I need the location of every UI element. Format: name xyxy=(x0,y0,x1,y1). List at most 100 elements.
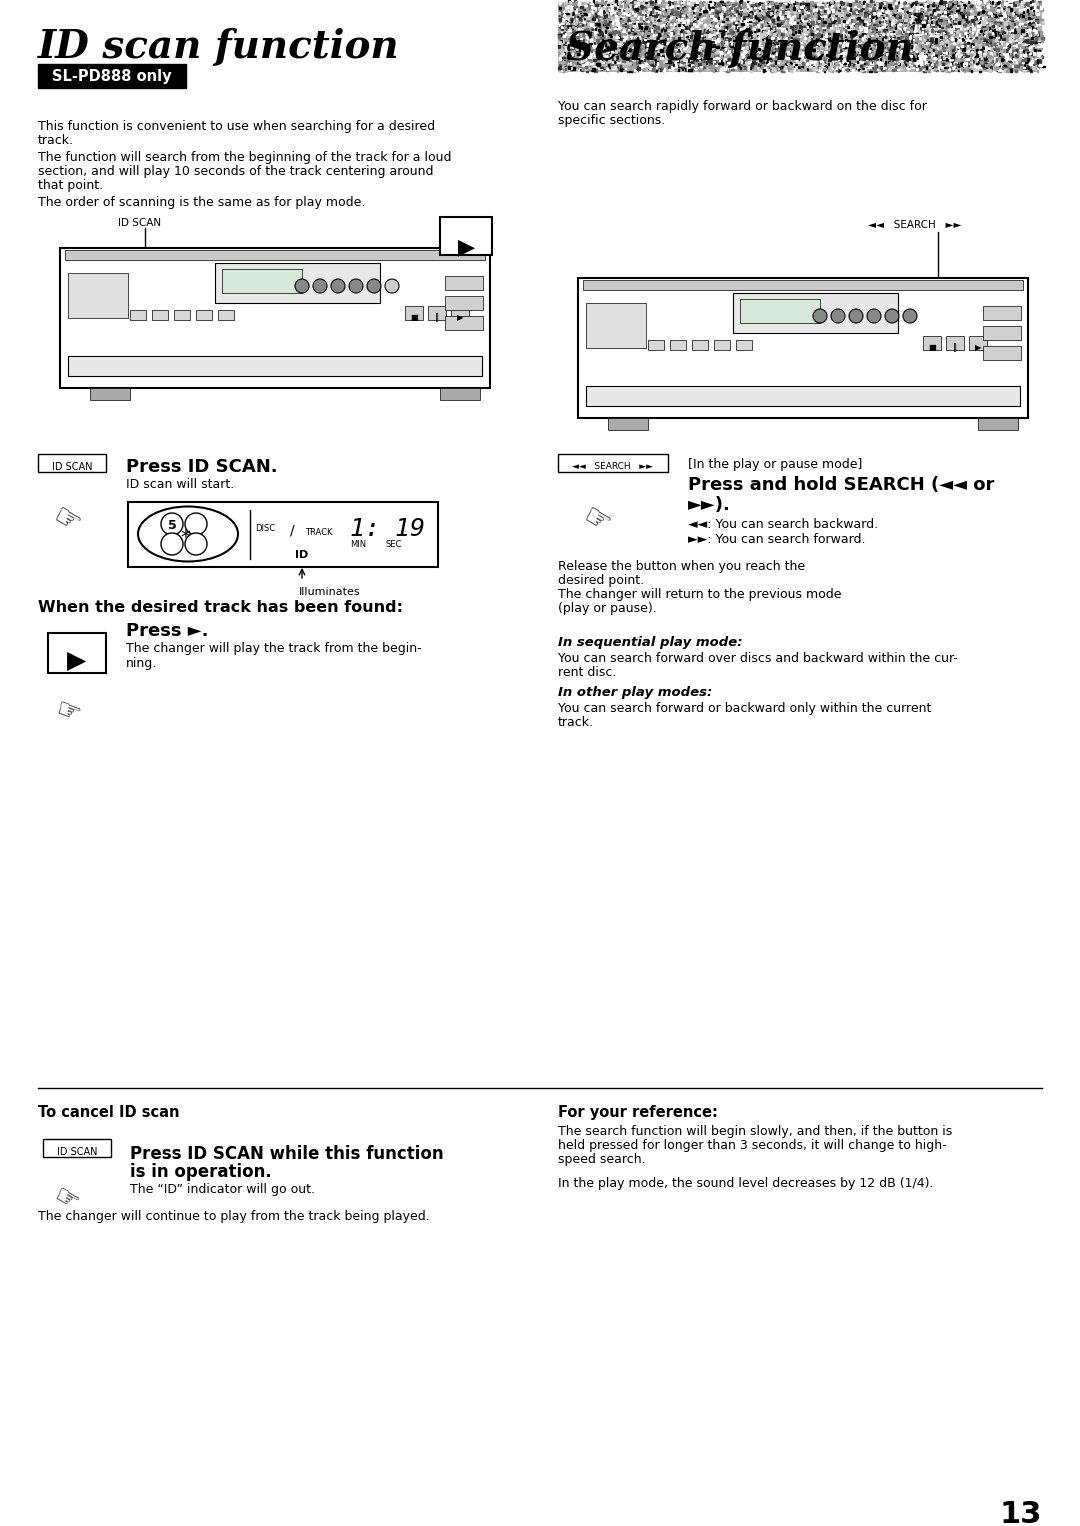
Bar xyxy=(656,9,658,11)
Bar xyxy=(694,40,697,41)
Bar xyxy=(1042,37,1044,40)
Bar xyxy=(725,41,727,44)
Bar xyxy=(887,32,889,34)
Bar xyxy=(980,58,982,61)
Bar xyxy=(590,38,592,40)
Bar xyxy=(600,69,602,70)
Bar xyxy=(576,55,578,58)
Bar xyxy=(954,23,955,26)
Bar xyxy=(1016,34,1018,37)
Bar xyxy=(765,2,767,5)
Bar xyxy=(780,43,781,44)
Bar xyxy=(777,52,780,53)
Bar xyxy=(787,37,789,38)
Bar xyxy=(978,50,980,53)
Bar xyxy=(599,64,600,66)
Bar xyxy=(571,2,572,5)
Bar xyxy=(594,69,596,72)
Circle shape xyxy=(867,308,881,324)
Bar xyxy=(770,2,771,3)
Bar xyxy=(897,38,900,40)
Bar xyxy=(986,21,988,23)
Bar xyxy=(991,63,994,64)
Bar xyxy=(710,2,713,5)
Bar xyxy=(1025,61,1027,63)
Bar xyxy=(753,61,755,64)
Bar xyxy=(867,24,869,27)
Bar xyxy=(771,27,773,31)
Bar xyxy=(712,2,715,5)
Bar xyxy=(772,26,774,27)
Bar xyxy=(964,43,967,46)
Circle shape xyxy=(313,279,327,293)
Bar xyxy=(988,64,991,67)
Bar xyxy=(558,35,561,38)
Bar xyxy=(725,47,727,50)
Bar xyxy=(632,11,634,14)
Bar xyxy=(915,17,918,20)
Bar xyxy=(672,44,673,46)
Bar xyxy=(580,34,582,35)
Bar xyxy=(819,37,820,38)
Bar xyxy=(923,55,924,56)
Bar xyxy=(897,12,900,15)
Bar xyxy=(976,32,977,35)
Bar xyxy=(700,15,702,17)
Bar xyxy=(917,38,919,40)
Bar xyxy=(702,53,704,55)
Bar xyxy=(809,14,811,15)
Bar xyxy=(996,27,999,31)
Bar xyxy=(778,40,779,41)
Bar xyxy=(701,12,703,14)
Bar xyxy=(943,63,944,66)
Bar xyxy=(1036,61,1038,64)
Bar xyxy=(837,17,839,20)
Bar xyxy=(906,32,908,35)
Bar xyxy=(1007,64,1010,66)
Bar xyxy=(730,29,731,32)
Bar xyxy=(724,63,726,64)
Bar xyxy=(598,32,600,35)
Bar xyxy=(846,69,848,70)
Bar xyxy=(805,58,807,60)
Bar xyxy=(918,11,919,12)
Bar xyxy=(564,8,566,11)
Bar xyxy=(1030,69,1032,72)
Bar xyxy=(647,43,650,46)
Bar xyxy=(1026,41,1029,44)
Bar xyxy=(881,63,883,66)
Bar xyxy=(1035,40,1037,41)
Bar xyxy=(735,12,739,15)
Bar xyxy=(877,37,880,38)
Bar xyxy=(973,37,974,40)
Bar xyxy=(804,46,805,47)
Bar xyxy=(728,11,730,14)
Bar xyxy=(976,63,978,64)
Bar xyxy=(1002,31,1003,34)
Bar xyxy=(697,11,699,12)
Text: SL-PD888 only: SL-PD888 only xyxy=(52,69,172,84)
Bar xyxy=(929,69,931,72)
Bar xyxy=(897,31,901,32)
Bar xyxy=(875,66,876,67)
Bar xyxy=(880,58,881,60)
Bar xyxy=(988,55,990,58)
Bar xyxy=(887,15,888,18)
Bar xyxy=(711,47,713,50)
Bar xyxy=(930,31,932,32)
Bar xyxy=(770,14,771,15)
Bar xyxy=(854,8,858,11)
Text: ☞: ☞ xyxy=(46,502,85,540)
Bar xyxy=(581,50,582,53)
Bar xyxy=(891,23,893,26)
Bar xyxy=(1037,12,1039,15)
Bar xyxy=(775,46,778,47)
Bar xyxy=(688,50,691,52)
Bar xyxy=(959,2,961,5)
Bar xyxy=(1022,32,1025,35)
Bar xyxy=(912,47,913,50)
Bar xyxy=(704,40,706,43)
Bar xyxy=(798,31,800,32)
Bar xyxy=(1032,41,1035,43)
Bar xyxy=(440,217,492,255)
